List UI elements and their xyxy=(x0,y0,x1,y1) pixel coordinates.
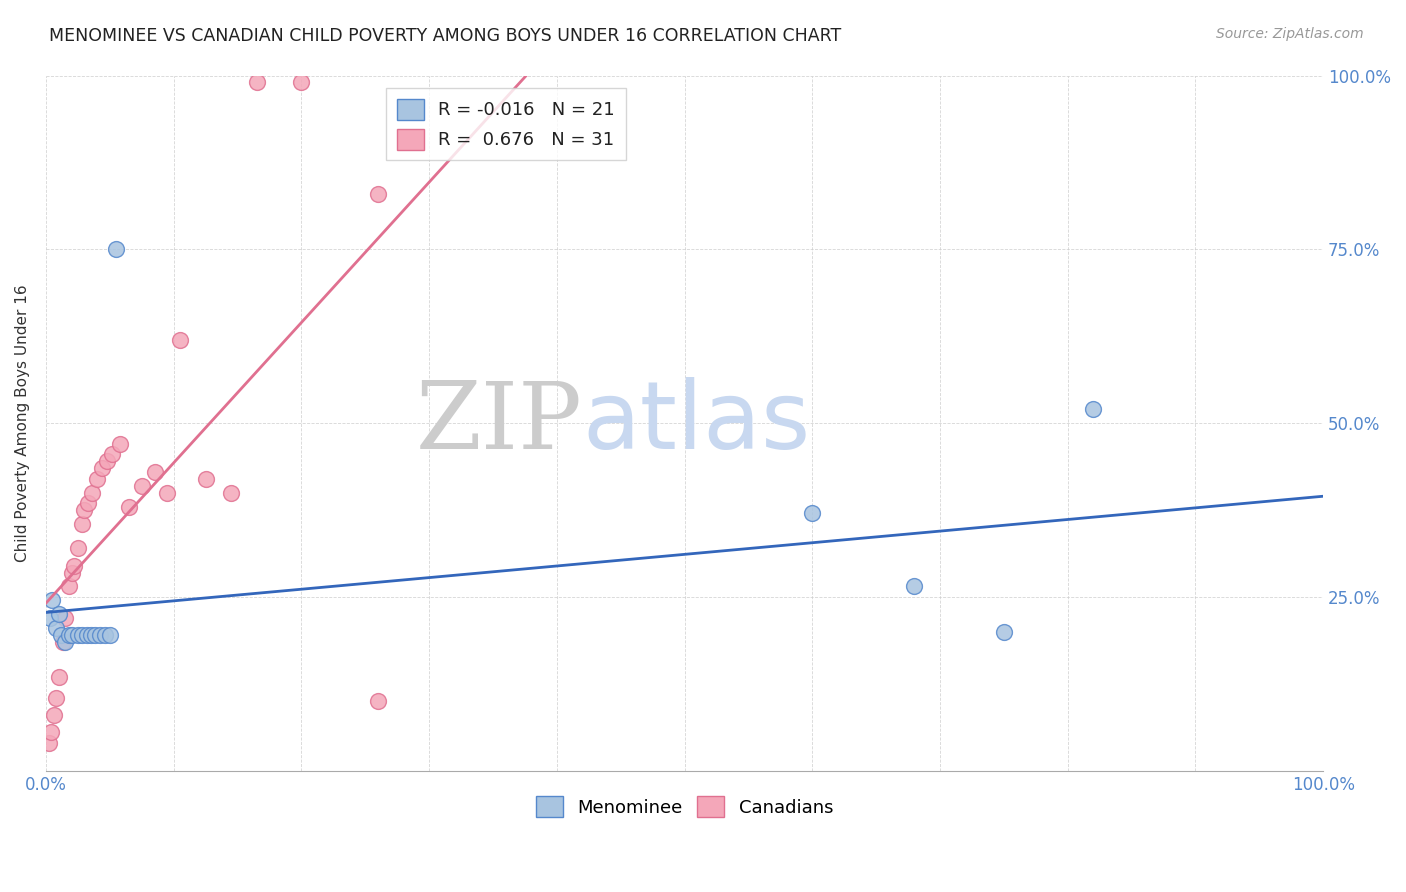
Point xyxy=(66,628,89,642)
Point xyxy=(801,507,824,521)
Point xyxy=(903,579,925,593)
Point xyxy=(58,579,80,593)
Point xyxy=(41,593,63,607)
Point xyxy=(38,611,60,625)
Point xyxy=(118,500,141,514)
Point xyxy=(79,628,101,642)
Point xyxy=(83,628,105,642)
Point xyxy=(194,472,217,486)
Point xyxy=(367,694,389,708)
Point xyxy=(51,628,73,642)
Point xyxy=(80,485,103,500)
Point xyxy=(246,75,269,89)
Point xyxy=(93,628,115,642)
Point xyxy=(1083,402,1105,417)
Point xyxy=(105,242,128,256)
Point xyxy=(89,628,111,642)
Point xyxy=(66,541,89,556)
Point xyxy=(91,461,114,475)
Point xyxy=(367,186,389,201)
Point xyxy=(290,75,312,89)
Point xyxy=(98,628,121,642)
Point xyxy=(70,628,93,642)
Point xyxy=(48,670,70,684)
Point xyxy=(53,635,76,649)
Point xyxy=(108,437,131,451)
Point xyxy=(143,465,166,479)
Point xyxy=(993,624,1015,639)
Point xyxy=(73,503,96,517)
Point xyxy=(131,478,153,492)
Text: MENOMINEE VS CANADIAN CHILD POVERTY AMONG BOYS UNDER 16 CORRELATION CHART: MENOMINEE VS CANADIAN CHILD POVERTY AMON… xyxy=(49,27,841,45)
Point xyxy=(53,611,76,625)
Point xyxy=(86,472,108,486)
Point xyxy=(169,333,191,347)
Point xyxy=(45,621,67,635)
Point xyxy=(219,485,242,500)
Point xyxy=(60,628,83,642)
Point xyxy=(60,566,83,580)
Point xyxy=(76,628,98,642)
Text: Source: ZipAtlas.com: Source: ZipAtlas.com xyxy=(1216,27,1364,41)
Y-axis label: Child Poverty Among Boys Under 16: Child Poverty Among Boys Under 16 xyxy=(15,285,30,562)
Text: ZIP: ZIP xyxy=(416,378,582,468)
Point xyxy=(77,496,100,510)
Point xyxy=(42,708,65,723)
Point xyxy=(58,628,80,642)
Point xyxy=(63,558,86,573)
Point xyxy=(38,736,60,750)
Point xyxy=(96,454,118,468)
Legend: Menominee, Canadians: Menominee, Canadians xyxy=(529,789,841,824)
Point xyxy=(39,725,62,739)
Point xyxy=(70,516,93,531)
Point xyxy=(156,485,179,500)
Point xyxy=(45,690,67,705)
Text: atlas: atlas xyxy=(582,377,811,469)
Point xyxy=(52,635,75,649)
Point xyxy=(48,607,70,622)
Point xyxy=(101,447,124,461)
